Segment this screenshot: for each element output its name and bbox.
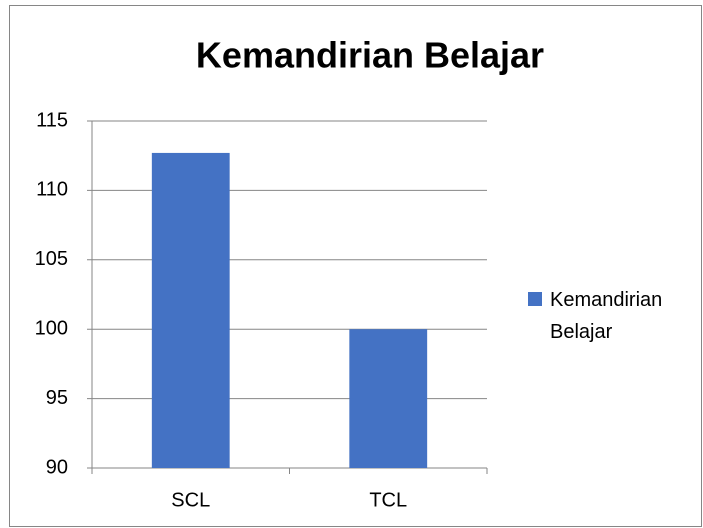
x-tick-label: TCL <box>369 489 407 511</box>
y-tick-label: 110 <box>36 179 68 201</box>
bar <box>349 329 428 468</box>
legend-swatch <box>528 292 542 306</box>
legend: Kemandirian Belajar <box>528 284 695 348</box>
x-tick-label: SCL <box>171 489 210 511</box>
bar <box>151 152 230 468</box>
legend-label: Kemandirian Belajar <box>550 289 663 343</box>
y-tick-label: 95 <box>46 387 68 409</box>
y-tick-label: 115 <box>36 109 68 131</box>
y-tick-label: 100 <box>35 317 68 339</box>
chart-title: Kemandirian Belajar <box>196 35 544 76</box>
y-tick-label: 90 <box>46 456 68 478</box>
y-tick-label: 105 <box>35 248 68 270</box>
